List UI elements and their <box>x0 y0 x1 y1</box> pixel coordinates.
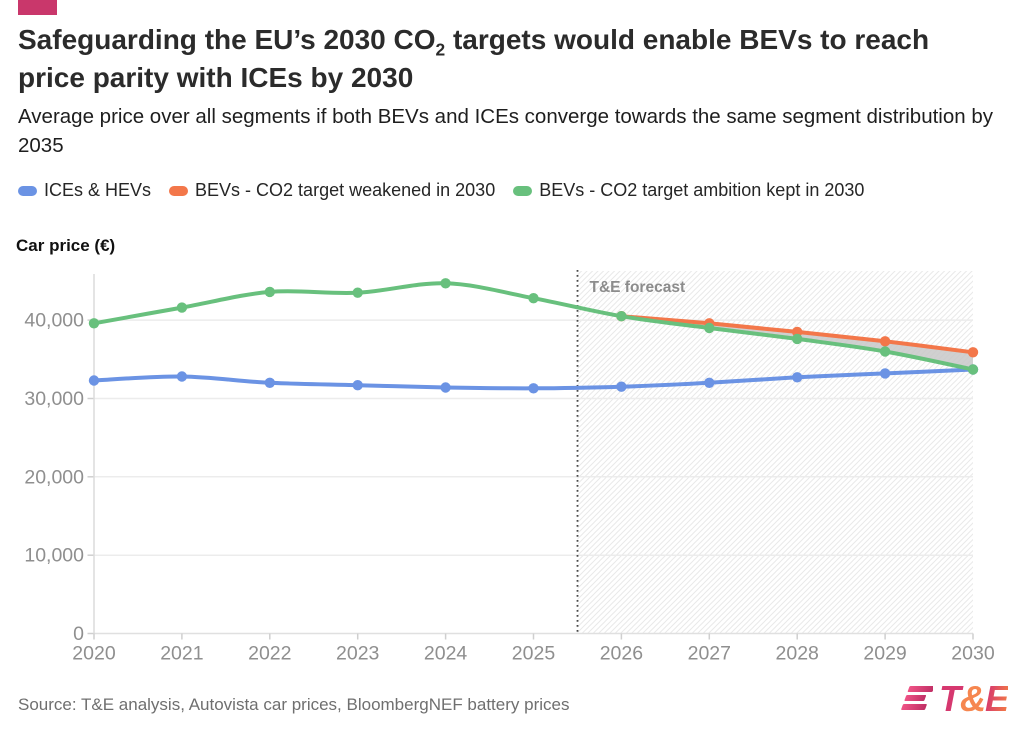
chart-title-subscript: 2 <box>435 39 446 60</box>
brand-flag <box>18 0 57 15</box>
legend-swatch-orange <box>169 185 189 196</box>
data-point-bevs-co2-target-ambition-kept-in-2030 <box>88 318 100 329</box>
y-tick-label: 10,000 <box>24 545 84 567</box>
te-logo-text: T&E <box>939 681 1009 717</box>
x-tick-label: 2025 <box>512 643 556 665</box>
data-point-ices-hevs <box>704 377 715 388</box>
x-tick-label: 2022 <box>248 643 291 665</box>
data-point-bevs-co2-target-ambition-kept-in-2030 <box>352 287 363 298</box>
y-axis-title: Car price (€) <box>16 236 116 255</box>
legend-swatch-blue <box>18 185 37 196</box>
x-tick-label: 2023 <box>336 643 379 665</box>
chart-subtitle: Average price over all segments if both … <box>18 105 994 157</box>
chart-legend: ICEs & HEVs BEVs - CO2 target weakened i… <box>18 180 864 201</box>
legend-item-bevs-kept: BEVs - CO2 target ambition kept in 2030 <box>513 180 864 201</box>
legend-item-bevs-weakened: BEVs - CO2 target weakened in 2030 <box>169 180 495 201</box>
data-point-ices-hevs <box>352 380 363 391</box>
x-tick-label: 2029 <box>863 643 906 665</box>
source-note: Source: T&E analysis, Autovista car pric… <box>18 695 570 714</box>
te-logo-bars-icon <box>901 686 933 710</box>
legend-label: ICEs & HEVs <box>44 180 152 200</box>
data-point-bevs-co2-target-ambition-kept-in-2030 <box>792 333 803 345</box>
data-point-bevs-co2-target-ambition-kept-in-2030 <box>264 286 275 298</box>
chart-title-text-cont: targets would enable BEVs to reach price… <box>18 24 930 93</box>
forecast-hatch-region <box>577 271 973 634</box>
x-tick-label: 2021 <box>160 643 203 665</box>
data-point-bevs-co2-target-ambition-kept-in-2030 <box>528 293 539 304</box>
data-point-bevs-co2-target-ambition-kept-in-2030 <box>879 346 891 357</box>
x-tick-label: 2026 <box>600 643 643 665</box>
data-point-ices-hevs <box>792 372 803 383</box>
x-tick-label: 2030 <box>951 643 995 665</box>
data-point-ices-hevs <box>879 368 891 379</box>
data-point-ices-hevs <box>88 375 100 386</box>
data-point-bevs-co2-target-weakened-in-2030 <box>967 347 979 358</box>
data-point-ices-hevs <box>616 381 627 392</box>
data-point-bevs-co2-target-ambition-kept-in-2030 <box>967 364 979 375</box>
data-point-ices-hevs <box>176 371 188 382</box>
legend-swatch-green <box>513 185 533 196</box>
data-point-bevs-co2-target-ambition-kept-in-2030 <box>176 302 188 313</box>
x-tick-label: 2027 <box>688 643 731 665</box>
legend-label: BEVs - CO2 target ambition kept in 2030 <box>539 180 865 200</box>
x-tick-label: 2020 <box>72 643 116 665</box>
y-tick-label: 0 <box>73 623 84 645</box>
data-point-bevs-co2-target-ambition-kept-in-2030 <box>616 311 627 322</box>
data-point-ices-hevs <box>264 377 275 388</box>
te-logo: T&E <box>899 681 1009 717</box>
legend-item-ices-hevs: ICEs & HEVs <box>18 180 151 201</box>
data-point-ices-hevs <box>528 383 539 394</box>
x-tick-label: 2024 <box>424 643 468 665</box>
legend-label: BEVs - CO2 target weakened in 2030 <box>195 180 496 200</box>
data-point-bevs-co2-target-ambition-kept-in-2030 <box>704 322 715 334</box>
data-point-ices-hevs <box>440 382 451 393</box>
te-logo-ampersand: & <box>959 678 986 719</box>
y-tick-label: 30,000 <box>24 388 84 410</box>
chart-title: Safeguarding the EU’s 2030 CO2 targets w… <box>18 21 963 97</box>
y-tick-label: 20,000 <box>24 466 84 488</box>
data-point-bevs-co2-target-weakened-in-2030 <box>879 336 891 347</box>
y-tick-label: 40,000 <box>24 310 84 332</box>
x-tick-label: 2028 <box>776 643 819 665</box>
te-logo-letter-e: E <box>984 678 1009 719</box>
chart-title-text: Safeguarding the EU’s 2030 CO <box>18 24 436 55</box>
te-logo-letter-t: T <box>938 678 961 719</box>
data-point-bevs-co2-target-ambition-kept-in-2030 <box>440 278 451 289</box>
forecast-label: T&E forecast <box>590 279 686 296</box>
